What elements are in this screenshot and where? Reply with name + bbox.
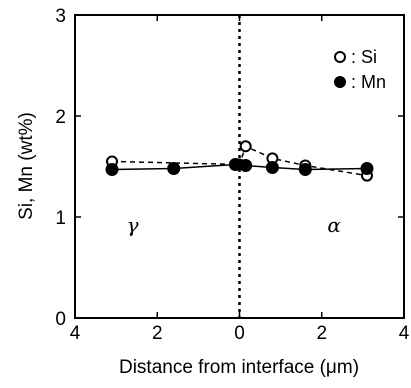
gamma-region-label: γ: [127, 213, 139, 237]
y-tick-label: 2: [55, 107, 66, 128]
legend: : Si : Mn: [334, 47, 386, 92]
y-axis-label: Si, Mn (wt%): [16, 112, 37, 220]
points-layer: [106, 141, 373, 180]
legend-mn-marker: [334, 76, 346, 88]
x-tick-label: 2: [316, 323, 327, 344]
x-tick-label: 4: [399, 323, 410, 344]
legend-si-marker: [335, 52, 345, 62]
legend-si-label: : Si: [351, 47, 377, 67]
x-tick-label: 2: [152, 323, 163, 344]
y-tick-label: 0: [55, 309, 66, 330]
x-axis-label: Distance from interface (μm): [119, 357, 359, 378]
mn-data-point: [106, 164, 118, 176]
y-tick-label: 3: [55, 6, 66, 27]
legend-mn-label: : Mn: [351, 72, 386, 92]
alpha-region-label: α: [327, 213, 341, 237]
mn-data-point: [299, 164, 311, 176]
mn-data-point: [240, 159, 252, 171]
mn-data-point: [266, 162, 278, 174]
y-tick-label: 1: [55, 208, 66, 229]
si-data-point: [241, 141, 251, 151]
x-tick-label: 0: [234, 323, 245, 344]
mn-data-point: [168, 163, 180, 175]
mn-data-point: [361, 163, 373, 175]
x-tick-label: 4: [70, 323, 81, 344]
